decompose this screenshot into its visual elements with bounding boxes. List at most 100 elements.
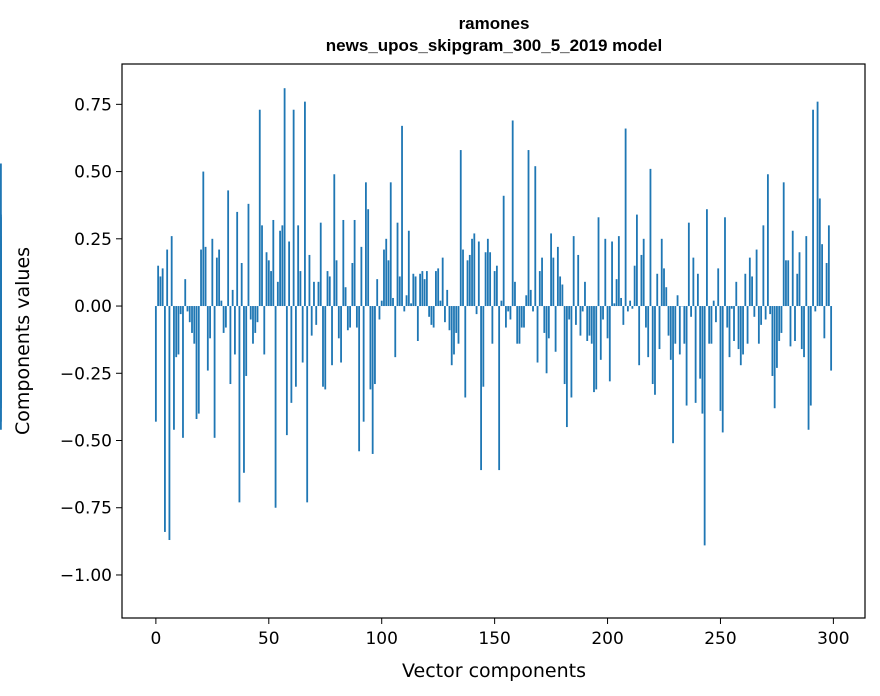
bar <box>421 271 424 307</box>
bar <box>240 263 243 307</box>
bar <box>468 254 471 307</box>
bar <box>785 260 787 307</box>
bar <box>495 265 498 307</box>
bar <box>482 306 485 387</box>
bar <box>800 306 803 350</box>
bar <box>423 279 426 307</box>
bar <box>726 306 729 328</box>
bar <box>715 306 717 323</box>
bar <box>755 249 758 307</box>
bar <box>218 249 221 307</box>
bar <box>701 306 704 414</box>
bar <box>231 289 234 307</box>
bar <box>529 289 532 307</box>
bar <box>0 306 2 360</box>
bar <box>568 306 571 320</box>
bar <box>326 271 329 307</box>
bar <box>369 306 372 390</box>
bar <box>710 306 713 344</box>
bar <box>324 306 327 390</box>
bar <box>764 306 767 320</box>
bar <box>545 306 548 374</box>
bar <box>204 246 207 307</box>
bar <box>227 190 230 307</box>
bar <box>527 150 530 307</box>
bar <box>441 257 444 307</box>
bar <box>640 254 643 307</box>
bar <box>254 306 257 333</box>
bar <box>365 182 367 307</box>
y-tick-label: 0.00 <box>74 297 112 317</box>
bar <box>392 297 394 307</box>
bar <box>807 306 810 430</box>
bar <box>292 109 295 307</box>
bar <box>290 306 293 403</box>
bar <box>706 209 708 307</box>
bar <box>821 244 823 307</box>
bar <box>459 150 462 307</box>
bar <box>787 260 790 307</box>
bar <box>166 249 169 307</box>
bar <box>229 306 232 385</box>
bar <box>394 306 397 358</box>
bar <box>301 306 304 363</box>
x-tick-label: 300 <box>817 629 849 649</box>
bar <box>550 233 552 307</box>
bar <box>193 306 196 344</box>
bar <box>803 306 805 358</box>
bar <box>446 289 449 307</box>
bar <box>617 236 620 307</box>
bar <box>159 276 162 307</box>
bar <box>780 306 783 333</box>
bar <box>547 306 550 339</box>
bar <box>629 300 632 307</box>
x-tick-label: 200 <box>591 629 623 649</box>
bar <box>556 246 559 307</box>
bar <box>184 279 187 307</box>
bar <box>177 306 180 355</box>
bar <box>586 306 589 341</box>
bar <box>243 306 245 473</box>
bar <box>827 225 830 307</box>
bar <box>342 219 345 307</box>
bar <box>182 306 184 438</box>
bar <box>477 241 480 307</box>
bar <box>247 203 250 307</box>
bar <box>794 306 796 341</box>
bar <box>471 238 473 307</box>
bar <box>516 306 519 344</box>
bar <box>322 306 324 387</box>
bar <box>191 306 193 333</box>
bar <box>367 209 370 307</box>
bar <box>649 168 652 307</box>
x-tick-label: 50 <box>258 629 280 649</box>
bar <box>737 306 740 350</box>
bar <box>480 306 482 471</box>
bar <box>249 306 252 320</box>
bar <box>374 306 376 385</box>
y-tick-label: −0.25 <box>60 364 112 384</box>
bar <box>263 306 266 355</box>
y-tick-label: −0.50 <box>60 432 112 452</box>
bar <box>186 306 189 312</box>
bar <box>448 306 451 331</box>
bar <box>340 306 342 363</box>
bar <box>647 306 650 358</box>
y-tick-label: 0.25 <box>74 230 112 250</box>
bar <box>615 279 618 307</box>
chart-title: ramones <box>459 14 530 33</box>
bar <box>818 198 821 307</box>
bar <box>410 303 412 307</box>
bar <box>599 306 602 360</box>
bar <box>796 273 799 307</box>
bar <box>611 241 613 307</box>
bar <box>656 273 659 307</box>
bar <box>552 257 555 307</box>
bar <box>475 306 478 315</box>
bar <box>500 300 503 307</box>
bar <box>606 306 609 339</box>
bar <box>584 281 586 307</box>
y-axis-label: Components values <box>12 247 34 435</box>
bar <box>304 101 306 307</box>
